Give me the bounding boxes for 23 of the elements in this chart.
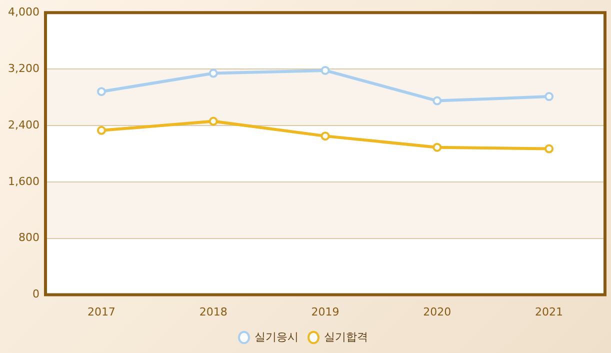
point <box>544 92 554 102</box>
y-tick-label: 3,200 <box>8 62 40 75</box>
x-tick-label: 2019 <box>311 305 340 318</box>
point <box>432 96 442 106</box>
legend-label: 실기응시 <box>254 330 298 344</box>
point <box>544 144 554 154</box>
point <box>320 132 330 141</box>
y-tick-label: 2,400 <box>8 118 40 132</box>
x-tick-label: 2017 <box>87 305 116 318</box>
x-tick-label: 2020 <box>423 305 452 318</box>
x-tick-label: 2021 <box>535 305 564 318</box>
point <box>432 142 442 152</box>
point <box>96 126 106 135</box>
point <box>208 116 218 126</box>
legend-label: 실기합격 <box>324 330 368 344</box>
point <box>320 66 330 75</box>
point <box>96 87 106 96</box>
y-tick-label: 0 <box>32 288 40 301</box>
y-tick-label: 800 <box>18 231 40 244</box>
y-tick-label: 1,600 <box>8 174 40 188</box>
point <box>208 68 218 78</box>
x-tick-label: 2018 <box>199 305 228 318</box>
y-tick-label: 4,000 <box>8 5 40 18</box>
